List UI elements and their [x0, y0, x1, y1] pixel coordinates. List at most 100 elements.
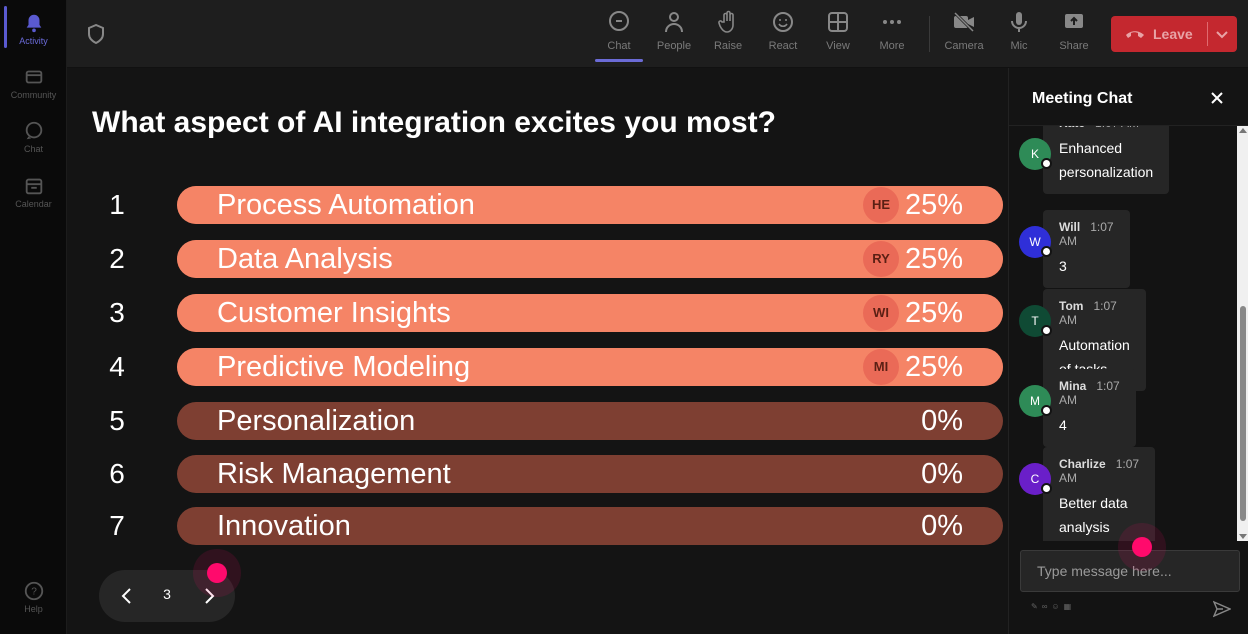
view-button[interactable]: View — [813, 10, 863, 52]
react-button[interactable]: React — [758, 10, 808, 52]
message-text-line: personalization — [1059, 164, 1154, 180]
poll-option[interactable]: 3 Customer Insights WI 25% — [67, 294, 1008, 332]
option-bar: Data Analysis RY 25% — [177, 240, 1003, 278]
sender-name: Will — [1059, 220, 1081, 234]
voter-avatar: MI — [863, 349, 899, 385]
message-bubble: Mina 1:07 AM 4 — [1043, 369, 1136, 447]
sender-name: Charlize — [1059, 457, 1106, 471]
voter-avatar: RY — [863, 241, 899, 277]
option-label: Predictive Modeling — [217, 351, 471, 383]
people-button[interactable]: People — [649, 10, 699, 52]
close-icon[interactable] — [1209, 90, 1225, 106]
mic-button[interactable]: Mic — [994, 10, 1044, 52]
option-label: Process Automation — [217, 189, 475, 221]
chat-message-input[interactable] — [1020, 550, 1240, 592]
option-rank: 5 — [109, 405, 125, 436]
app-rail: Activity Community Chat Calendar ? Help — [0, 0, 67, 634]
option-rank: 4 — [109, 351, 125, 382]
poll-option[interactable]: 6 Risk Management 0% — [67, 455, 1008, 493]
scroll-thumb[interactable] — [1240, 306, 1246, 521]
camera-button-label: Camera — [944, 40, 984, 52]
option-percent: 0% — [921, 510, 963, 542]
rail-item-label: Calendar — [15, 199, 52, 209]
presence-dot — [1041, 405, 1052, 416]
toolbar-divider — [929, 16, 930, 52]
message-bubble: Will 1:07 AM 3 — [1043, 210, 1130, 288]
avatar[interactable]: C — [1019, 463, 1052, 495]
avatar-initial: M — [1030, 394, 1040, 408]
option-percent: 25% — [904, 351, 963, 383]
avatar[interactable]: M — [1019, 385, 1052, 417]
poll-option[interactable]: 2 Data Analysis RY 25% — [67, 240, 1008, 278]
camera-button[interactable]: Camera — [939, 10, 989, 52]
message-time: 1:07 AM — [1059, 299, 1117, 327]
voter-avatar: WI — [863, 295, 899, 331]
sender-name: Mina — [1059, 379, 1087, 393]
option-percent: 25% — [904, 297, 963, 329]
poll-option[interactable]: 1 Process Automation HE 25% — [67, 186, 1008, 224]
mic-button-label: Mic — [1010, 40, 1028, 52]
smile-icon — [773, 12, 793, 32]
grid-icon — [828, 12, 848, 32]
share-button[interactable]: Share — [1049, 10, 1099, 52]
option-bar: Customer Insights WI 25% — [177, 294, 1003, 332]
poll-option[interactable]: 4 Predictive Modeling MI 25% — [67, 348, 1008, 386]
presence-dot — [1041, 158, 1052, 169]
chevron-left-icon[interactable] — [115, 584, 139, 608]
rail-item-community[interactable]: Community — [0, 66, 67, 100]
leave-button-label: Leave — [1153, 26, 1193, 42]
mic-icon — [1011, 12, 1027, 32]
option-rank: 1 — [109, 189, 125, 220]
share-screen-icon — [1065, 14, 1083, 28]
more-button[interactable]: More — [867, 10, 917, 52]
option-rank: 6 — [109, 458, 125, 489]
calendar-icon — [25, 178, 42, 195]
option-percent: 0% — [921, 405, 963, 437]
hang-up-icon — [1126, 31, 1144, 38]
chat-header: Meeting Chat — [1009, 68, 1248, 126]
chat-button-label: Chat — [607, 40, 631, 52]
scroll-up-arrow[interactable] — [1239, 128, 1247, 133]
avatar-initial: T — [1031, 314, 1039, 328]
message-text-line: Enhanced — [1059, 140, 1123, 156]
poll-panel: What aspect of AI integration excites yo… — [67, 68, 1008, 634]
avatar-initial: W — [1029, 235, 1041, 249]
help-icon: ? — [24, 581, 43, 601]
option-percent: 0% — [921, 458, 963, 490]
avatar[interactable]: T — [1019, 305, 1052, 337]
shield-icon[interactable] — [87, 24, 105, 44]
rail-item-label: Community — [10, 90, 57, 100]
formatting-icons[interactable]: ✎∞☺▦ — [1031, 602, 1076, 611]
poll-option[interactable]: 7 Innovation 0% — [67, 507, 1008, 545]
share-button-label: Share — [1059, 40, 1089, 52]
people-icon — [665, 12, 683, 33]
chat-icon — [25, 121, 42, 140]
chevron-down-icon[interactable] — [1215, 27, 1229, 41]
chevron-right-icon[interactable] — [197, 584, 221, 608]
rail-item-chat[interactable]: Chat — [0, 120, 67, 154]
leave-button[interactable]: Leave — [1111, 16, 1237, 52]
chat-button[interactable]: Chat — [594, 10, 644, 62]
avatar-initial: C — [1030, 472, 1040, 486]
avatar[interactable]: W — [1019, 226, 1052, 258]
avatar-initial: K — [1030, 147, 1039, 161]
option-label: Data Analysis — [217, 243, 393, 275]
option-bar: Predictive Modeling MI 25% — [177, 348, 1003, 386]
scroll-down-arrow[interactable] — [1239, 534, 1247, 539]
message-text-line: 3 — [1059, 258, 1067, 274]
presence-dot — [1041, 246, 1052, 257]
raise-button-label: Raise — [713, 40, 743, 52]
rail-item-activity[interactable]: Activity — [0, 6, 67, 48]
raise-hand-button[interactable]: Raise — [703, 10, 753, 52]
people-button-label: People — [656, 40, 692, 52]
option-percent: 25% — [904, 189, 963, 221]
chat-scrollbar[interactable] — [1237, 126, 1248, 541]
rail-item-help[interactable]: ? Help — [0, 580, 67, 614]
option-rank: 2 — [109, 243, 125, 274]
avatar[interactable]: K — [1019, 138, 1052, 170]
poll-option[interactable]: 5 Personalization 0% — [67, 402, 1008, 440]
rail-item-calendar[interactable]: Calendar — [0, 175, 67, 209]
rail-item-label: Activity — [19, 36, 48, 46]
message-text: 3 — [1059, 254, 1114, 278]
send-icon[interactable] — [1213, 600, 1231, 618]
